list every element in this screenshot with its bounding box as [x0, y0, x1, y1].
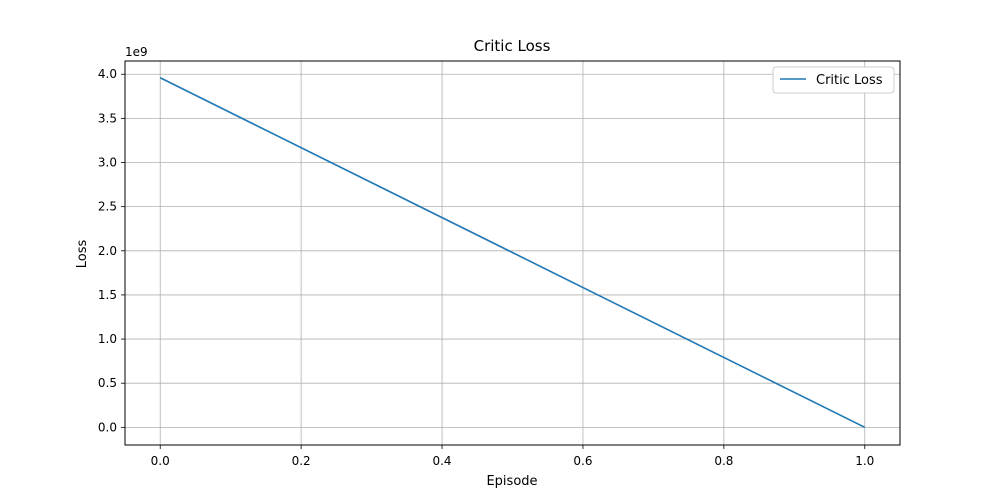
y-tick-label: 3.0	[98, 156, 117, 170]
series-layer	[159, 77, 866, 429]
y-tick-label: 1.5	[98, 288, 117, 302]
x-tick-label: 0.4	[432, 454, 451, 468]
x-tick-label: 1.0	[855, 454, 874, 468]
legend: Critic Loss	[772, 66, 895, 94]
y-tick-label: 0.0	[98, 420, 117, 434]
plot-area-frame	[124, 60, 901, 446]
legend-label: Critic Loss	[816, 73, 883, 88]
y-tick-label: 1.0	[98, 332, 117, 346]
x-tick-label: 0.2	[292, 454, 311, 468]
axis-ticks: 0.0 0.2 0.4 0.6 0.8 1.0 0.0 0.5 1.0 1.5 2.0 2.5 3.0 3…	[98, 67, 874, 468]
x-tick-label: 0.0	[151, 454, 170, 468]
y-tick-label: 0.5	[98, 376, 117, 390]
y-tick-label: 2.0	[98, 244, 117, 258]
grid	[125, 61, 900, 445]
y-axis-label: Loss	[75, 240, 90, 269]
y-axis-scale-label: 1e9	[125, 45, 148, 59]
x-tick-label: 0.6	[573, 454, 592, 468]
x-tick-label: 0.8	[714, 454, 733, 468]
y-tick-label: 2.5	[98, 200, 117, 214]
chart-title: Critic Loss	[474, 37, 551, 55]
legend-box	[772, 66, 895, 94]
x-axis-label: Episode	[486, 474, 537, 489]
y-tick-label: 4.0	[98, 67, 117, 81]
series-line-critic-loss	[159, 77, 866, 429]
y-tick-label: 3.5	[98, 111, 117, 125]
